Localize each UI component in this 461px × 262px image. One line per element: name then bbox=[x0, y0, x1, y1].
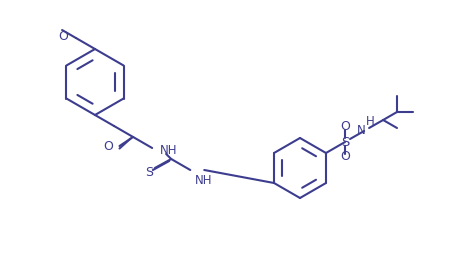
Text: S: S bbox=[341, 135, 349, 149]
Text: N: N bbox=[357, 124, 366, 138]
Text: H: H bbox=[366, 115, 375, 128]
Text: O: O bbox=[58, 30, 68, 42]
Text: S: S bbox=[145, 166, 153, 179]
Text: NH: NH bbox=[195, 174, 213, 187]
Text: O: O bbox=[104, 139, 113, 152]
Text: O: O bbox=[340, 121, 350, 134]
Text: NH: NH bbox=[160, 144, 177, 156]
Text: O: O bbox=[340, 150, 350, 163]
